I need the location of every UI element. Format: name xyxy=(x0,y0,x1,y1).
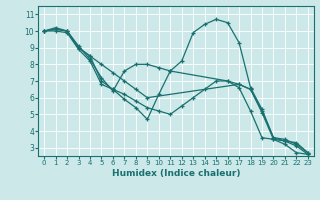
X-axis label: Humidex (Indice chaleur): Humidex (Indice chaleur) xyxy=(112,169,240,178)
